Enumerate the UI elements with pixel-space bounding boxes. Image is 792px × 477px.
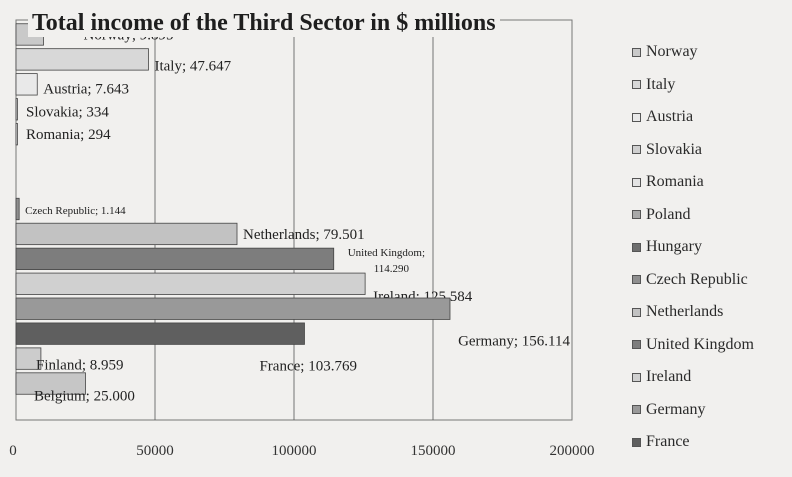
legend-label: Slovakia: [646, 140, 702, 158]
bar-slovakia: [15, 98, 18, 121]
bar-czech-republic: [15, 197, 20, 221]
chart-legend: Norway Italy Austria Slovakia Romania Poland H…: [632, 36, 754, 459]
legend-item: Ireland: [632, 361, 754, 394]
data-label: United Kingdom;: [348, 247, 425, 259]
legend-item: France: [632, 426, 754, 459]
bar-germany: [15, 297, 451, 320]
x-tick-label: 0: [9, 443, 17, 459]
x-tick-label: 50000: [136, 443, 174, 459]
data-label: Czech Republic; 1.144: [25, 205, 126, 217]
bar-united-kingdom: [15, 247, 335, 270]
bar-italy: [15, 48, 149, 71]
bar-belgium: [15, 372, 86, 395]
bar-france: [15, 322, 305, 345]
x-tick-label: 200000: [550, 443, 595, 459]
legend-swatch: [632, 80, 641, 90]
legend-label: Poland: [646, 205, 691, 223]
legend-item: Norway: [632, 36, 754, 69]
legend-label: Czech Republic: [646, 270, 748, 288]
data-label: France; 103.769: [259, 359, 356, 375]
data-label: Austria; 7.643: [43, 81, 129, 97]
legend-swatch: [632, 437, 641, 447]
legend-swatch: [632, 112, 641, 122]
legend-swatch: [632, 47, 641, 57]
x-tick-label: 100000: [272, 443, 317, 459]
legend-swatch: [632, 210, 641, 220]
legend-swatch: [632, 307, 641, 317]
legend-swatch: [632, 145, 641, 155]
data-label: 114.290: [374, 263, 410, 275]
data-label: Slovakia; 334: [26, 104, 109, 120]
legend-label: Romania: [646, 173, 704, 191]
legend-item: Slovakia: [632, 134, 754, 167]
legend-label: Netherlands: [646, 303, 724, 321]
data-label: Germany; 156.114: [458, 334, 570, 350]
legend-label: Hungary: [646, 238, 702, 256]
legend-swatch: [632, 177, 641, 187]
legend-label: Germany: [646, 400, 706, 418]
legend-label: France: [646, 433, 690, 451]
legend-label: Norway: [646, 43, 698, 61]
legend-item: Poland: [632, 199, 754, 232]
chart-title: Total income of the Third Sector in $ mi…: [28, 10, 500, 37]
legend-item: Czech Republic: [632, 264, 754, 297]
legend-swatch: [632, 275, 641, 285]
bar-ireland: [15, 272, 366, 295]
legend-item: Netherlands: [632, 296, 754, 329]
data-label: Romania; 294: [26, 127, 111, 143]
bar-romania: [15, 123, 18, 146]
legend-swatch: [632, 372, 641, 382]
legend-swatch: [632, 340, 641, 350]
bar-finland: [15, 347, 42, 370]
legend-swatch: [632, 242, 641, 252]
legend-label: Austria: [646, 108, 694, 126]
data-label: Finland; 8.959: [36, 358, 124, 374]
legend-item: United Kingdom: [632, 329, 754, 362]
legend-label: United Kingdom: [646, 335, 754, 353]
x-tick-label: 150000: [411, 443, 456, 459]
legend-item: Germany: [632, 394, 754, 427]
legend-item: Romania: [632, 166, 754, 199]
bar-austria: [15, 73, 38, 96]
legend-label: Ireland: [646, 368, 692, 386]
legend-item: Italy: [632, 69, 754, 102]
legend-item: Austria: [632, 101, 754, 134]
legend-label: Italy: [646, 75, 676, 93]
bar-netherlands: [15, 222, 238, 246]
data-label: Italy; 47.647: [154, 58, 231, 74]
legend-item: Hungary: [632, 231, 754, 264]
legend-swatch: [632, 405, 641, 415]
data-label: Netherlands; 79.501: [243, 227, 365, 243]
data-label: Belgium; 25.000: [34, 389, 135, 405]
